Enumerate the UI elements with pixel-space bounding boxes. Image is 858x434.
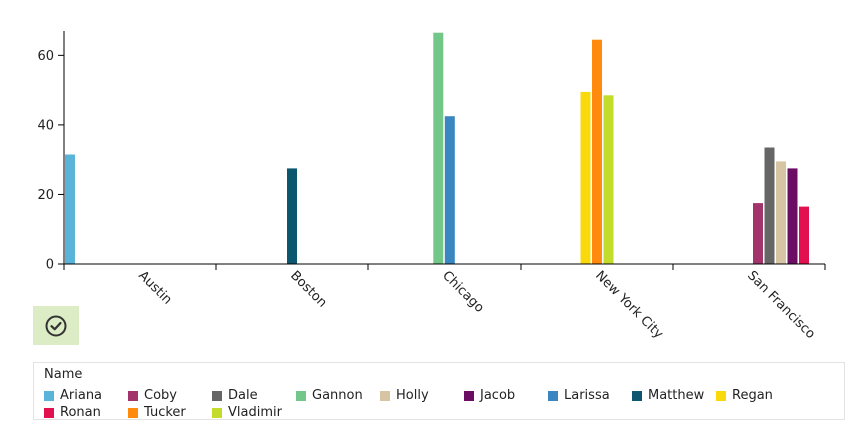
bar-vladimir-new-york-city[interactable] [603, 95, 614, 264]
legend-label: Larissa [564, 388, 610, 403]
axes-layer: 0 20 40 60 Austin Boston Chicago New York City S… [37, 31, 826, 342]
bar-holly-san-francisco[interactable] [776, 161, 786, 264]
legend-item-gannon[interactable]: Gannon [296, 388, 380, 403]
legend-label: Jacob [480, 388, 516, 403]
bar-ronan-san-francisco[interactable] [799, 206, 809, 264]
legend-label: Ronan [60, 405, 101, 420]
legend-label: Vladimir [228, 405, 282, 420]
bar-tucker-new-york-city[interactable] [592, 39, 602, 265]
legend-swatch [380, 390, 390, 401]
y-tick-label: 0 [46, 258, 54, 273]
legend-item-dale[interactable]: Dale [212, 388, 296, 403]
legend-label: Matthew [648, 388, 705, 403]
legend-label: Coby [144, 388, 177, 403]
legend-item-matthew[interactable]: Matthew [632, 388, 716, 403]
legend-item-coby[interactable]: Coby [128, 388, 212, 403]
x-category-label: New York City [592, 268, 666, 342]
legend-title: Name [44, 367, 83, 382]
legend-label: Tucker [144, 405, 186, 420]
x-category-label: Boston [287, 268, 329, 310]
bar-matthew-boston[interactable] [287, 168, 297, 264]
legend-item-larissa[interactable]: Larissa [548, 388, 632, 403]
y-tick-label: 60 [37, 49, 54, 64]
legend-swatch [44, 390, 54, 401]
bars-layer [65, 32, 809, 265]
legend-item-jacob[interactable]: Jacob [464, 388, 548, 403]
legend-label: Regan [732, 388, 773, 403]
legend-item-vladimir[interactable]: Vladimir [212, 405, 296, 420]
legend-swatch [44, 407, 54, 418]
legend-item-regan[interactable]: Regan [716, 388, 800, 403]
legend-label: Holly [396, 388, 429, 403]
bar-larissa-chicago[interactable] [444, 116, 455, 264]
legend-item-tucker[interactable]: Tucker [128, 405, 212, 420]
legend-swatch [464, 390, 474, 401]
x-category-label: Austin [135, 268, 174, 307]
bar-chart: 0 20 40 60 Austin Boston Chicago New York City S… [37, 31, 826, 342]
legend: Name Ariana Coby Dale Gannon Holly Jacob Laris… [33, 362, 845, 420]
x-category-label: Chicago [439, 268, 487, 316]
legend-items: Ariana Coby Dale Gannon Holly Jacob Larissa Mat… [44, 388, 844, 420]
legend-item-holly[interactable]: Holly [380, 388, 464, 403]
y-tick-label: 40 [37, 118, 54, 133]
bar-coby-san-francisco[interactable] [753, 203, 763, 264]
x-category-label: San Francisco [744, 268, 818, 342]
check-circle-icon [45, 315, 67, 336]
y-tick-label: 20 [37, 188, 54, 203]
bar-dale-san-francisco[interactable] [764, 147, 775, 265]
bar-regan-new-york-city[interactable] [580, 91, 591, 265]
legend-swatch [128, 407, 138, 418]
legend-swatch [212, 390, 222, 401]
bar-jacob-san-francisco[interactable] [787, 168, 798, 264]
legend-swatch [128, 390, 138, 401]
legend-swatch [632, 390, 642, 401]
legend-swatch [296, 390, 306, 401]
legend-item-ariana[interactable]: Ariana [44, 388, 128, 403]
confirm-button[interactable] [33, 306, 79, 345]
bar-gannon-chicago[interactable] [433, 32, 444, 265]
legend-label: Dale [228, 388, 258, 403]
legend-label: Ariana [60, 388, 103, 403]
legend-item-ronan[interactable]: Ronan [44, 405, 128, 420]
bar-ariana-austin[interactable] [65, 154, 75, 265]
legend-swatch [716, 390, 726, 401]
legend-swatch [212, 407, 222, 418]
legend-swatch [548, 390, 558, 401]
legend-label: Gannon [312, 388, 363, 403]
